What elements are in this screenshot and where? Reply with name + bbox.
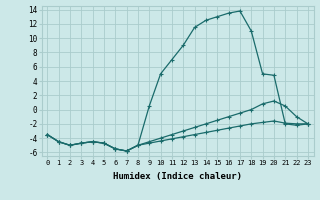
X-axis label: Humidex (Indice chaleur): Humidex (Indice chaleur): [113, 172, 242, 181]
